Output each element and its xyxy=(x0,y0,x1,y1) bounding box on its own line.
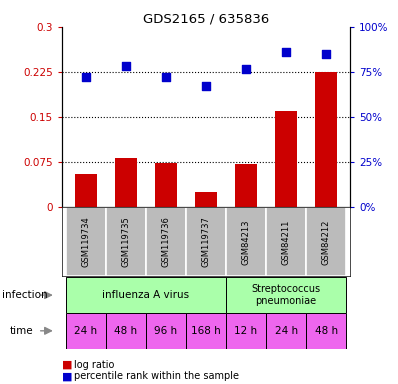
Text: 12 h: 12 h xyxy=(234,326,258,336)
Bar xyxy=(226,207,266,276)
Bar xyxy=(106,313,146,349)
Text: percentile rank within the sample: percentile rank within the sample xyxy=(74,371,239,381)
Bar xyxy=(146,207,186,276)
Text: GSM84213: GSM84213 xyxy=(242,219,251,265)
Bar xyxy=(266,313,306,349)
Bar xyxy=(195,192,217,207)
Point xyxy=(203,83,209,89)
Bar xyxy=(235,164,257,207)
Bar xyxy=(146,313,186,349)
Bar xyxy=(226,277,346,313)
Bar xyxy=(226,313,266,349)
Text: 24 h: 24 h xyxy=(74,326,97,336)
Text: Streptococcus
pneumoniae: Streptococcus pneumoniae xyxy=(252,284,321,306)
Bar xyxy=(306,207,346,276)
Bar xyxy=(66,277,226,313)
Text: GSM119737: GSM119737 xyxy=(201,217,211,267)
Text: GSM84212: GSM84212 xyxy=(322,219,331,265)
Point xyxy=(243,66,249,72)
Text: ■: ■ xyxy=(62,371,72,381)
Text: GSM119734: GSM119734 xyxy=(81,217,90,267)
Text: GSM84211: GSM84211 xyxy=(282,219,291,265)
Text: time: time xyxy=(10,326,33,336)
Text: GSM119736: GSM119736 xyxy=(161,217,170,267)
Bar xyxy=(106,207,146,276)
Text: 48 h: 48 h xyxy=(114,326,137,336)
Point xyxy=(163,74,169,81)
Point xyxy=(82,73,89,79)
Title: GDS2165 / 635836: GDS2165 / 635836 xyxy=(143,13,269,26)
Text: 48 h: 48 h xyxy=(315,326,338,336)
Text: influenza A virus: influenza A virus xyxy=(102,290,189,300)
Bar xyxy=(275,111,297,207)
Text: infection: infection xyxy=(2,290,48,300)
Bar xyxy=(66,313,106,349)
Bar xyxy=(306,313,346,349)
Text: GSM119735: GSM119735 xyxy=(121,217,130,267)
Text: ■: ■ xyxy=(62,360,72,370)
Bar xyxy=(66,207,106,276)
Text: 96 h: 96 h xyxy=(154,326,178,336)
Point xyxy=(283,49,289,55)
Bar xyxy=(155,164,177,207)
Text: log ratio: log ratio xyxy=(74,360,114,370)
Bar xyxy=(266,207,306,276)
Point xyxy=(323,51,330,57)
Bar xyxy=(315,72,337,207)
Bar xyxy=(186,313,226,349)
Bar xyxy=(115,158,137,207)
Text: 168 h: 168 h xyxy=(191,326,221,336)
Point xyxy=(123,63,129,69)
Text: 24 h: 24 h xyxy=(275,326,298,336)
Bar xyxy=(75,174,97,207)
Bar xyxy=(186,207,226,276)
